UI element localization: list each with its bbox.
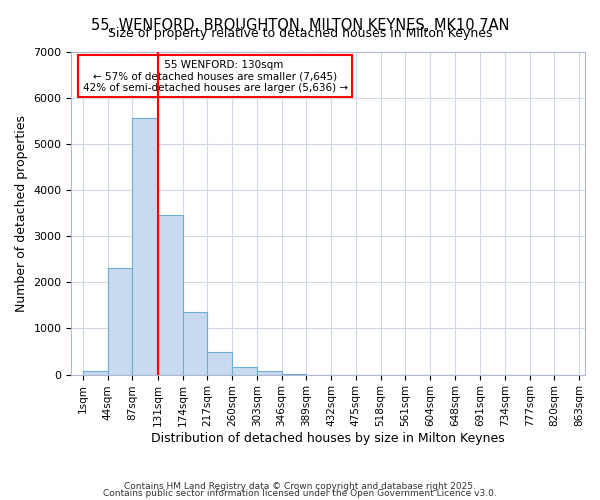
Bar [207, 352, 232, 374]
Text: 55, WENFORD, BROUGHTON, MILTON KEYNES, MK10 7AN: 55, WENFORD, BROUGHTON, MILTON KEYNES, M… [91, 18, 509, 32]
Bar [232, 367, 257, 374]
Bar [158, 216, 182, 374]
Bar [133, 118, 158, 374]
Y-axis label: Number of detached properties: Number of detached properties [15, 114, 28, 312]
Bar [257, 371, 281, 374]
Bar [107, 268, 133, 374]
Bar [83, 372, 107, 374]
X-axis label: Distribution of detached houses by size in Milton Keynes: Distribution of detached houses by size … [151, 432, 505, 445]
Bar [182, 312, 207, 374]
Text: 55 WENFORD: 130sqm
← 57% of detached houses are smaller (7,645)
42% of semi-deta: 55 WENFORD: 130sqm ← 57% of detached hou… [83, 60, 348, 93]
Text: Size of property relative to detached houses in Milton Keynes: Size of property relative to detached ho… [108, 28, 492, 40]
Text: Contains public sector information licensed under the Open Government Licence v3: Contains public sector information licen… [103, 490, 497, 498]
Text: Contains HM Land Registry data © Crown copyright and database right 2025.: Contains HM Land Registry data © Crown c… [124, 482, 476, 491]
